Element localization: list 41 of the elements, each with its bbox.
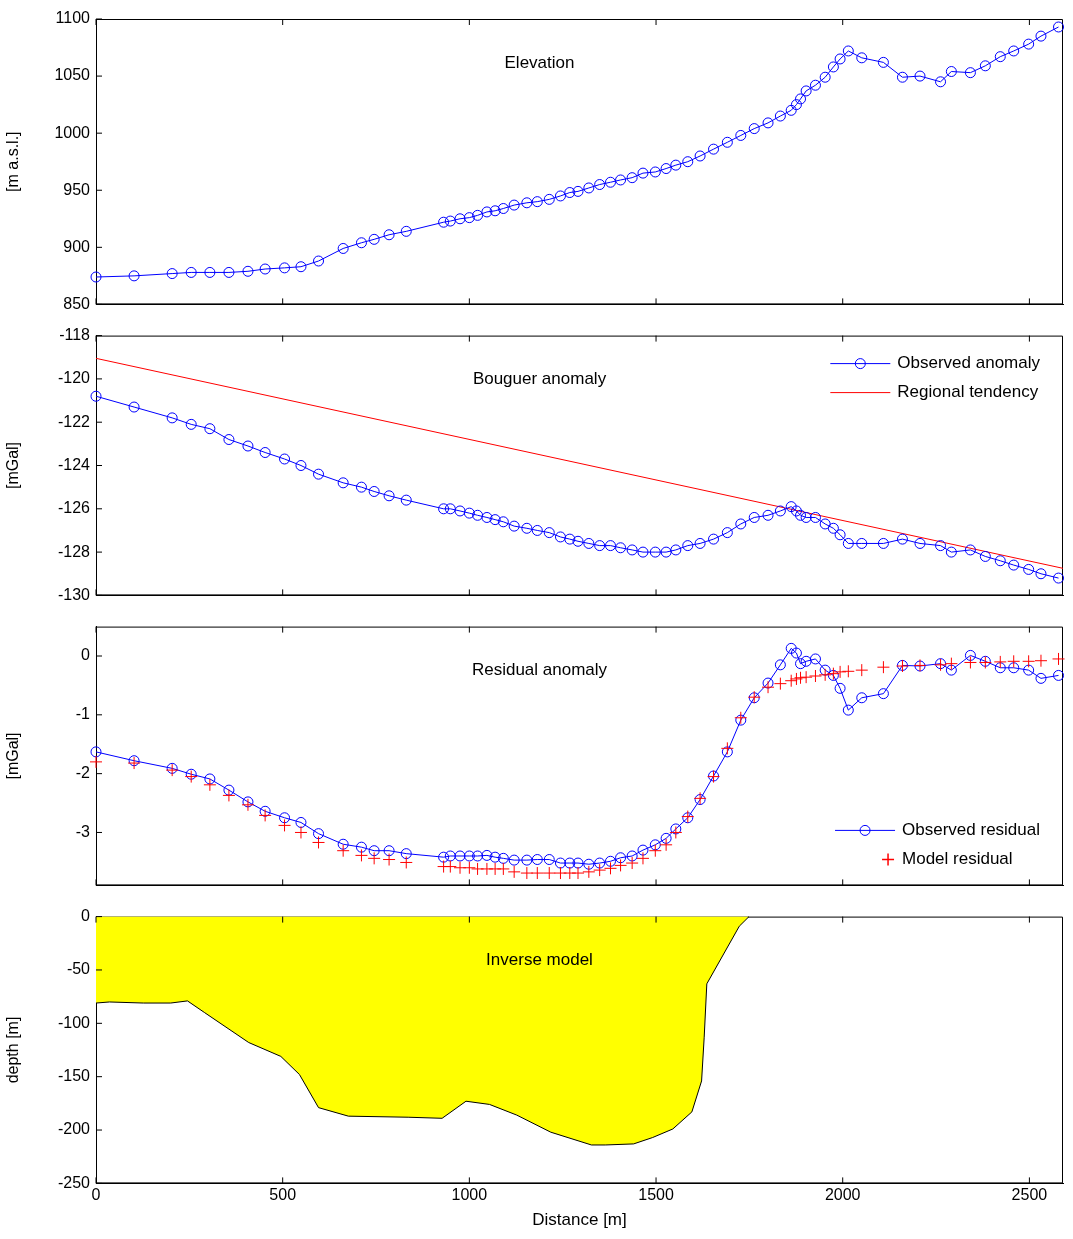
y-tick-label: -122 (57, 412, 91, 430)
y-tick-label: 900 (63, 237, 91, 255)
text: Elevation (504, 52, 575, 72)
legend-label: Observed anomaly (897, 353, 1041, 373)
y-tick-label: 0 (81, 646, 91, 664)
y-tick-label: -120 (57, 369, 91, 387)
x-axis-title: Distance [m] (532, 1210, 627, 1230)
legend-label: Model residual (902, 849, 1013, 869)
y-tick-label: -1 (75, 705, 91, 723)
y-tick-label: 0 (81, 907, 91, 925)
y-tick-label: -3 (75, 822, 91, 840)
x-tick-label: 500 (269, 1186, 297, 1204)
y-tick-label: 1000 (54, 123, 91, 141)
x-tick-label: 2000 (824, 1186, 861, 1204)
y-tick-label: 1100 (55, 9, 91, 27)
y-tick-label: -150 (57, 1067, 91, 1085)
y-tick-label: -124 (57, 455, 91, 473)
text: Bouguer anomaly (472, 369, 607, 389)
y-tick-label: -128 (57, 542, 91, 560)
y-axis-title: [mGal] (4, 732, 22, 780)
text: Residual anomaly (471, 660, 608, 680)
y-axis-title: [mGal] (4, 441, 22, 490)
x-tick-label: 1000 (451, 1186, 488, 1204)
y-tick-label: 1050 (54, 66, 91, 84)
y-tick-label: -2 (75, 764, 91, 782)
legend-label: Observed residual (902, 820, 1041, 840)
y-tick-label: -50 (66, 960, 91, 978)
y-tick-label: 950 (63, 180, 91, 198)
y-axis-title: depth [m] (4, 1016, 22, 1084)
y-tick-label: -118 (59, 326, 91, 344)
y-axis-title: [m a.s.l.] (4, 131, 22, 192)
y-tick-label: -126 (57, 499, 91, 517)
y-tick-label: 850 (63, 294, 91, 312)
y-tick-label: -100 (57, 1013, 91, 1031)
y-tick-label: -200 (57, 1120, 91, 1138)
text: Inverse model (486, 950, 593, 970)
y-tick-label: -250 (57, 1173, 91, 1191)
y-tick-label: -130 (57, 585, 91, 603)
legend-label: Regional tendency (897, 382, 1039, 402)
x-tick-label: 2500 (1011, 1186, 1048, 1204)
x-tick-label: 1500 (638, 1186, 674, 1204)
